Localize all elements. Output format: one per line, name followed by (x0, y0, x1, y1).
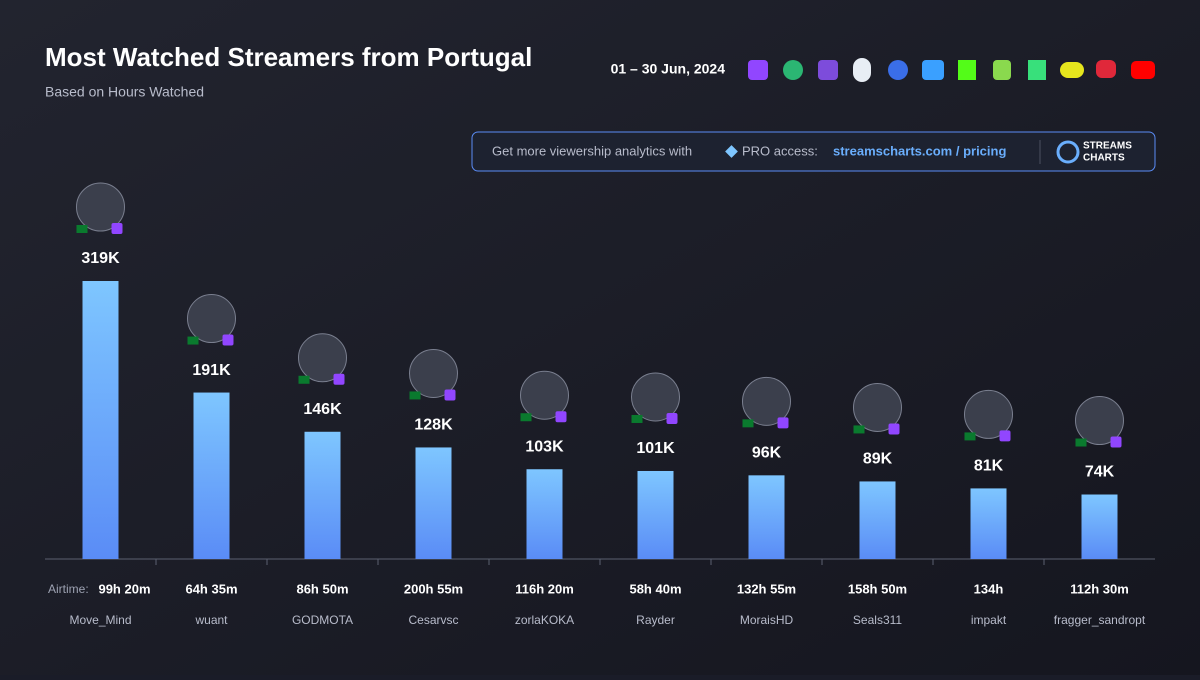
value-label: 101K (636, 440, 675, 457)
platform-badge (777, 417, 789, 429)
flag (298, 375, 310, 384)
avatar (187, 294, 236, 344)
flag (631, 414, 643, 423)
flag (409, 391, 421, 400)
value-label: 146K (303, 401, 342, 418)
bar (304, 431, 341, 559)
bar (82, 281, 119, 559)
bar (748, 475, 785, 559)
platform-badge (666, 412, 678, 424)
promo-link[interactable]: streamscharts.com / pricing (833, 143, 1006, 158)
flag (742, 419, 754, 428)
flag (964, 432, 976, 441)
x-tick-label: Rayder (636, 613, 675, 627)
avatar (298, 333, 347, 383)
promo-pro: PRO access: (742, 143, 818, 158)
bar (859, 481, 896, 559)
value-label: 319K (81, 250, 120, 267)
x-tick-label: GODMOTA (292, 613, 353, 627)
value-label: 74K (1085, 464, 1115, 481)
platform-badge (1110, 436, 1122, 448)
brand-top: STREAMS (1083, 141, 1132, 152)
platform-badge (888, 423, 900, 435)
value-label: 89K (863, 451, 893, 468)
x-tick-label: impakt (971, 613, 1007, 627)
airtime: 86h 50m (296, 581, 348, 596)
platform-badge (555, 411, 567, 423)
promo-banner[interactable]: Get more viewership analytics with PRO a… (471, 131, 1156, 172)
airtime: 134h (974, 581, 1004, 596)
bar (193, 392, 230, 559)
avatar (853, 382, 902, 432)
avatar (409, 348, 458, 398)
airtime: 99h 20m (98, 581, 150, 596)
x-tick-label: Seals311 (853, 613, 902, 627)
x-tick-label: MoraisHD (740, 613, 794, 627)
bar (415, 447, 452, 559)
value-label: 128K (414, 417, 453, 434)
airtime: 64h 35m (185, 581, 237, 596)
x-tick-label: zorlaKOKA (515, 613, 574, 627)
value-label: 81K (974, 458, 1004, 475)
x-tick-label: Cesarvsc (408, 613, 458, 627)
avatar (631, 372, 680, 422)
flag (76, 225, 88, 233)
x-tick-label: Move_Mind (69, 613, 131, 627)
platform-badge (444, 389, 456, 401)
platform-badge (111, 223, 123, 234)
avatar (1075, 396, 1124, 446)
bar (1081, 494, 1118, 559)
platform-icons (748, 58, 1155, 82)
platform-badge (999, 430, 1011, 442)
airtime: 132h 55m (737, 581, 796, 596)
chart-subtitle: Based on Hours Watched (45, 84, 204, 100)
platform-badge (222, 334, 234, 346)
avatar (520, 370, 569, 420)
x-tick-label: fragger_sandropt (1054, 613, 1146, 627)
avatar (964, 389, 1013, 439)
chart-title: Most Watched Streamers from Portugal (45, 42, 532, 72)
airtime: 200h 55m (404, 581, 463, 596)
airtime: 58h 40m (629, 581, 681, 596)
bar (526, 469, 563, 559)
flag (1075, 438, 1087, 447)
bar (970, 488, 1007, 559)
airtime: 158h 50m (848, 581, 907, 596)
avatar (742, 376, 791, 426)
x-tick-label: wuant (194, 613, 228, 627)
promo-text: Get more viewership analytics with (492, 143, 692, 158)
avatar (76, 182, 125, 232)
airtime-label: Airtime: (48, 582, 89, 596)
airtime: 116h 20m (515, 581, 574, 596)
bar (637, 470, 674, 559)
platform-badge (333, 373, 345, 385)
airtime: 112h 30m (1070, 581, 1129, 596)
flag (520, 413, 532, 422)
flag (853, 425, 865, 434)
value-label: 191K (192, 362, 231, 379)
date-range: 01 – 30 Jun, 2024 (611, 61, 726, 77)
value-label: 103K (525, 438, 564, 455)
value-label: 96K (752, 445, 782, 462)
brand-bottom: CHARTS (1083, 153, 1125, 164)
flag (187, 336, 199, 345)
